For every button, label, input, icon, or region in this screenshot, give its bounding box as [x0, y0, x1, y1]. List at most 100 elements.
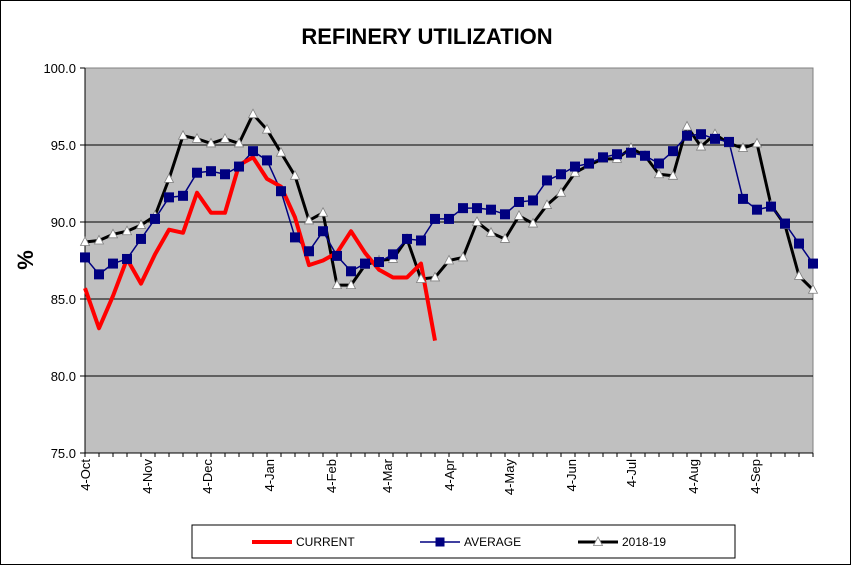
prior-year-point	[191, 132, 203, 143]
prior-year-point	[471, 216, 483, 226]
y-tick-label: 85.0	[51, 292, 76, 307]
legend-marker-triangle	[592, 536, 604, 546]
y-tick-label: 100.0	[43, 61, 76, 76]
x-tick-label: 4-Jul	[624, 459, 639, 487]
x-tick-label: 4-Feb	[324, 459, 339, 493]
prior-year-point	[527, 217, 539, 228]
prior-year-point	[233, 137, 245, 148]
average-point	[682, 130, 692, 141]
x-tick-label: 4-Mar	[380, 458, 395, 493]
prior-year-point	[443, 254, 455, 265]
average-point	[136, 233, 146, 244]
average-point	[752, 204, 762, 215]
average-point	[388, 249, 398, 260]
average-point	[318, 226, 328, 237]
x-tick-label: 4-Aug	[686, 459, 701, 494]
prior-year-point	[555, 186, 567, 197]
average-point	[108, 258, 118, 269]
average-point	[192, 167, 202, 178]
average-point	[374, 257, 384, 268]
x-tick-label: 4-Oct	[78, 459, 93, 491]
chart-title: REFINERY UTILIZATION	[301, 24, 552, 49]
prior-year-point	[429, 271, 441, 282]
x-tick-label: 4-May	[502, 459, 517, 496]
prior-year-point	[807, 283, 819, 294]
average-point	[794, 238, 804, 249]
average-point	[808, 258, 818, 269]
prior-year-point	[499, 233, 511, 243]
legend-label: AVERAGE	[464, 535, 521, 549]
average-point	[304, 246, 314, 257]
average-point	[570, 161, 580, 172]
prior-year-point	[275, 146, 287, 157]
prior-year-point	[121, 225, 133, 236]
prior-year-point	[261, 123, 273, 134]
average-point	[444, 213, 454, 224]
prior-year-point	[219, 132, 231, 143]
y-tick-label: 80.0	[51, 369, 76, 384]
prior-year-point	[513, 209, 525, 220]
average-point	[528, 195, 538, 206]
y-tick-label: 95.0	[51, 138, 76, 153]
prior-year-point	[415, 273, 427, 283]
prior-year-point	[79, 236, 91, 246]
average-point	[80, 252, 90, 263]
average-point	[514, 196, 524, 207]
x-tick-label: 4-Jun	[564, 459, 579, 492]
average-point	[640, 150, 650, 161]
average-point	[458, 203, 468, 214]
x-tick-label: 4-Jan	[262, 459, 277, 492]
average-point	[738, 193, 748, 204]
prior-year-point	[247, 108, 259, 119]
average-point	[542, 175, 552, 186]
average-point	[696, 129, 706, 140]
average-point	[724, 136, 734, 147]
prior-year-point	[345, 279, 357, 290]
prior-year-point	[163, 173, 175, 183]
average-point	[416, 235, 426, 246]
x-tick-label: 4-Dec	[200, 459, 215, 494]
average-point	[500, 209, 510, 220]
average-point	[710, 133, 720, 144]
average-point	[668, 146, 678, 157]
average-point	[402, 233, 412, 244]
prior-year-point	[695, 140, 707, 151]
average-point	[430, 213, 440, 224]
average-point	[178, 190, 188, 201]
prior-year-point	[177, 129, 189, 140]
legend-marker-square	[435, 537, 445, 547]
legend-label: 2018-19	[622, 535, 666, 549]
average-point	[276, 186, 286, 197]
prior-year-point	[485, 226, 497, 237]
prior-year-point	[331, 279, 343, 290]
prior-year-point	[751, 137, 763, 148]
prior-year-point	[457, 251, 469, 262]
prior-year-point	[303, 214, 315, 225]
average-point	[472, 203, 482, 214]
prior-year-point	[289, 169, 301, 180]
average-point	[234, 161, 244, 172]
x-tick-label: 4-Apr	[442, 458, 457, 490]
y-axis-label: %	[13, 250, 38, 270]
average-point	[150, 213, 160, 224]
prior-year-point	[541, 199, 553, 209]
y-tick-label: 90.0	[51, 215, 76, 230]
legend-label: CURRENT	[296, 535, 355, 549]
prior-year-point	[653, 168, 665, 179]
prior-year-point	[93, 234, 105, 245]
prior-year-point	[107, 228, 119, 239]
average-point	[654, 158, 664, 169]
average-point	[206, 166, 216, 177]
prior-year-point	[205, 137, 217, 148]
average-point	[766, 201, 776, 212]
y-tick-label: 75.0	[51, 446, 76, 461]
prior-year-point	[667, 169, 679, 180]
average-point	[332, 250, 342, 261]
x-tick-label: 4-Sep	[748, 459, 763, 494]
average-point	[556, 169, 566, 180]
x-tick-label: 4-Nov	[140, 459, 155, 494]
legend: CURRENT AVERAGE 2018-19	[191, 524, 736, 559]
prior-year-point	[135, 219, 147, 229]
average-point	[486, 204, 496, 215]
